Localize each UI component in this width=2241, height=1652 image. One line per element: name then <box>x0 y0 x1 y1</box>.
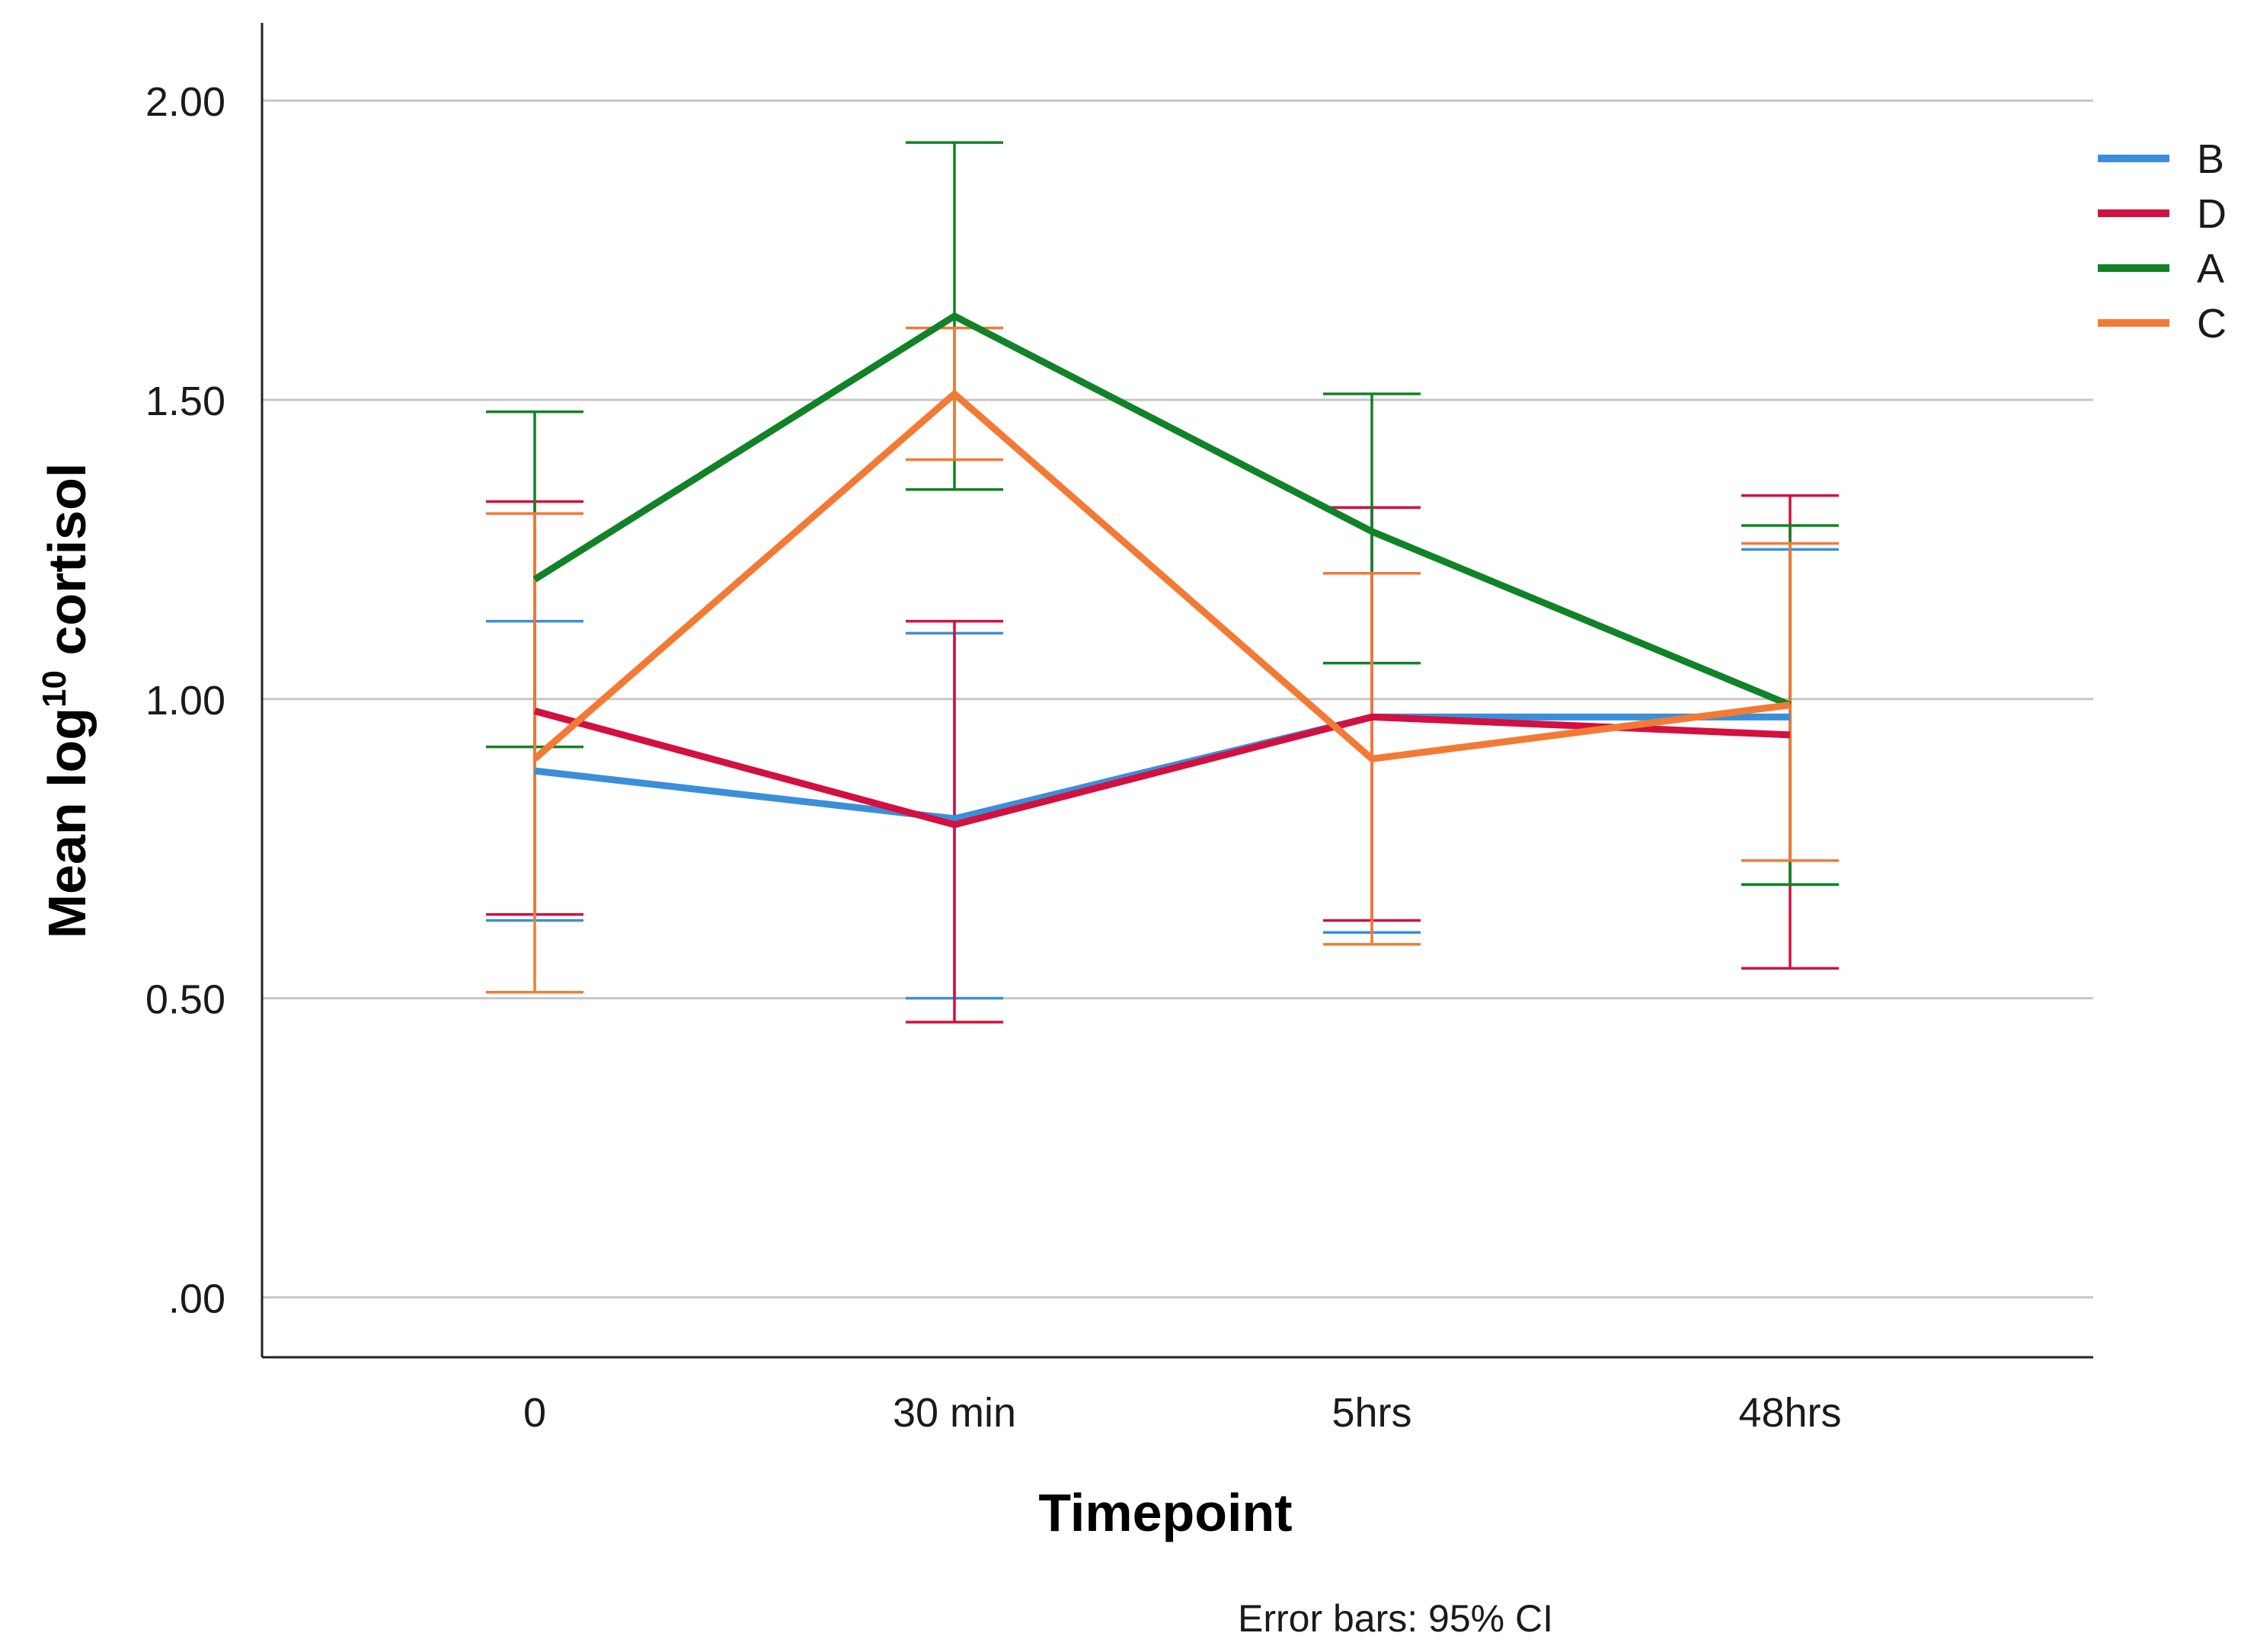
y-axis-title-superscript: 10 <box>36 670 73 708</box>
x-tick-label: 0 <box>523 1390 546 1436</box>
y-tick-label: 1.50 <box>145 379 225 424</box>
series-line-C <box>532 390 1791 762</box>
error-bars-note: Error bars: 95% CI <box>1238 1597 1553 1640</box>
y-axis-title-prefix: Mean log <box>37 708 97 938</box>
x-tick-label: 48hrs <box>1738 1390 1841 1436</box>
y-tick-labels: .00 0.50 1.00 1.50 2.00 <box>145 79 225 1321</box>
y-tick-label: .00 <box>168 1276 225 1321</box>
y-axis-title: Mean log10 cortisol <box>36 463 97 939</box>
legend-label-C: C <box>2197 301 2227 347</box>
y-axis-title-suffix: cortisol <box>37 463 97 670</box>
legend-label-B: B <box>2197 136 2224 182</box>
y-tick-label: 1.00 <box>145 678 225 724</box>
series-line-D <box>533 708 1791 829</box>
series-line-A <box>532 312 1792 708</box>
x-axis-title: Timepoint <box>1038 1483 1292 1542</box>
y-tick-label: 2.00 <box>145 79 225 125</box>
series-layer <box>486 141 1839 1024</box>
legend-label-D: D <box>2197 191 2227 237</box>
x-tick-labels: 0 30 min 5hrs 48hrs <box>523 1390 1842 1436</box>
legend-label-A: A <box>2197 246 2224 292</box>
x-tick-label: 30 min <box>893 1390 1016 1436</box>
series-C-error-bars <box>486 326 1839 994</box>
gridlines <box>262 99 2093 1299</box>
y-tick-label: 0.50 <box>145 977 225 1023</box>
x-tick-label: 5hrs <box>1331 1390 1411 1436</box>
